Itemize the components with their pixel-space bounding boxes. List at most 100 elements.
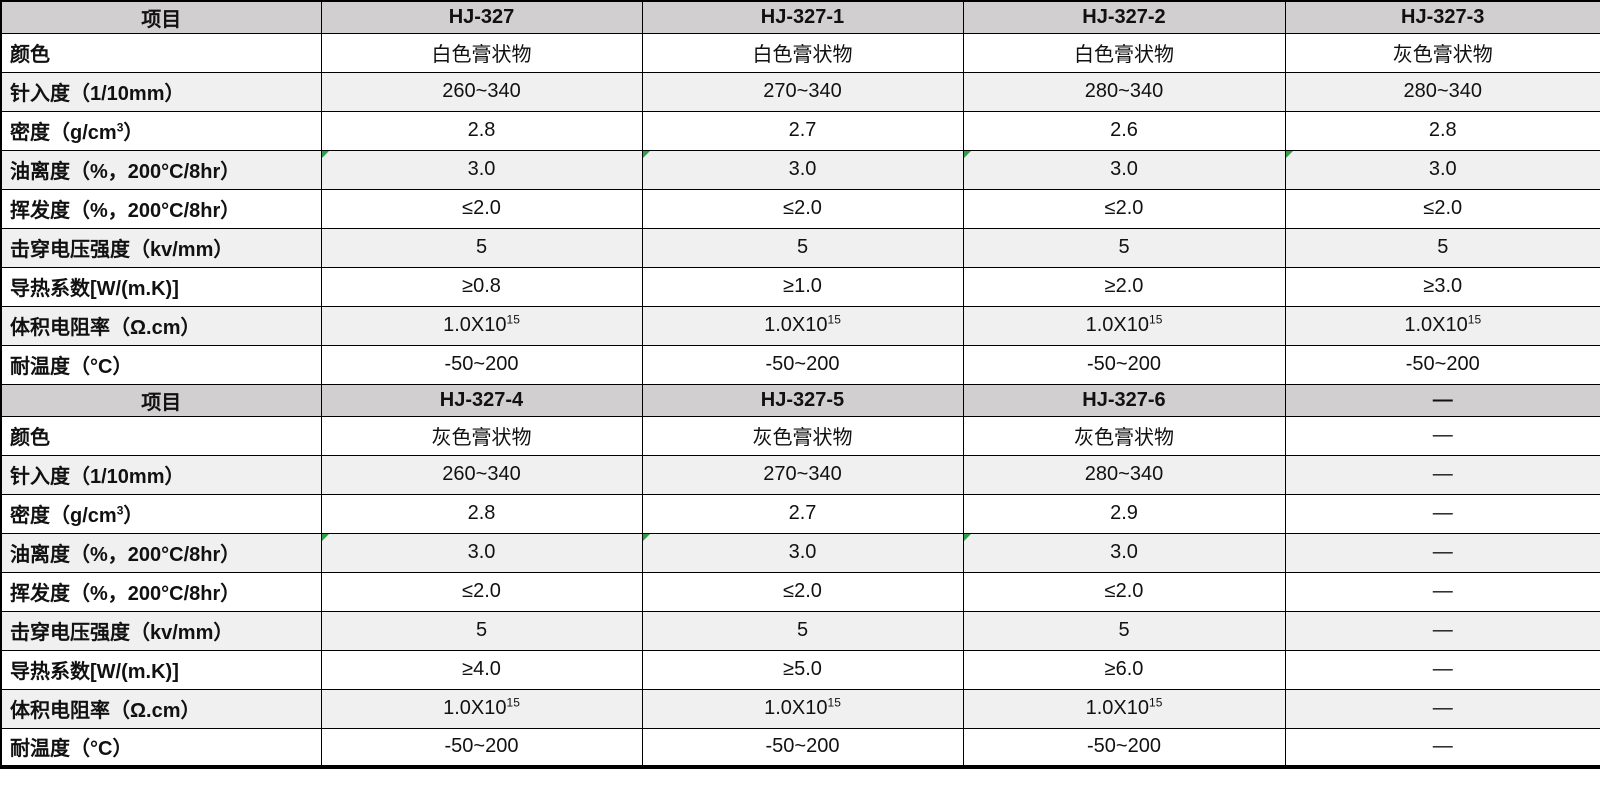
spec-row: 耐温度（°C） -50~200 -50~200 -50~200—: [0, 727, 1600, 768]
value-cell: 280~340: [962, 454, 1286, 495]
column-header: HJ-327-1: [641, 0, 964, 34]
green-triangle-icon: [964, 151, 971, 158]
value-cell: 1.0X1015: [962, 688, 1286, 729]
value-cell: 灰色膏状物: [962, 415, 1286, 456]
row-label: 耐温度（°C）: [0, 727, 322, 768]
green-triangle-icon: [643, 534, 650, 541]
row-label: 颜色: [0, 32, 322, 73]
value-cell: -50~200: [320, 727, 643, 768]
green-triangle-icon: [643, 151, 650, 158]
value-cell: 1.0X1015: [1284, 305, 1600, 346]
row-label: 挥发度（%，200°C/8hr）: [0, 188, 322, 229]
row-label: 击穿电压强度（kv/mm）: [0, 610, 322, 651]
value-cell: 白色膏状物: [320, 32, 643, 73]
value-cell: ≤2.0: [320, 188, 643, 229]
row-label: 针入度（1/10mm）: [0, 71, 322, 112]
value-cell: 灰色膏状物: [1284, 32, 1600, 73]
spec-row: 体积电阻率（Ω.cm） 1.0X1015 1.0X1015 1.0X1015—: [0, 688, 1600, 729]
value-cell: 2.7: [641, 493, 964, 534]
value-cell: -50~200: [641, 727, 964, 768]
value-cell: 白色膏状物: [962, 32, 1286, 73]
value-cell: —: [1284, 571, 1600, 612]
row-label: 油离度（%，200°C/8hr）: [0, 149, 322, 190]
row-label: 密度（g/cm3）: [0, 110, 322, 151]
value-cell: 260~340: [320, 454, 643, 495]
value-cell: 2.8: [320, 110, 643, 151]
value-cell: 5: [320, 227, 643, 268]
value-cell: 2.6: [962, 110, 1286, 151]
value-cell: 270~340: [641, 454, 964, 495]
value-cell: -50~200: [962, 344, 1286, 385]
value-cell: 3.0: [320, 532, 643, 573]
value-cell: ≥0.8: [320, 266, 643, 307]
value-cell: 灰色膏状物: [320, 415, 643, 456]
row-label: 体积电阻率（Ω.cm）: [0, 688, 322, 729]
value-cell: ≤2.0: [320, 571, 643, 612]
value-cell: 280~340: [1284, 71, 1600, 112]
spec-row: 针入度（1/10mm） 260~340 270~340 280~340—: [0, 454, 1600, 495]
spec-row: 油离度（%，200°C/8hr） 3.0 3.0 3.0 3.0: [0, 149, 1600, 190]
value-cell: 3.0: [641, 532, 964, 573]
value-cell: 2.9: [962, 493, 1286, 534]
value-cell: 1.0X1015: [320, 305, 643, 346]
value-cell: 5: [641, 610, 964, 651]
value-cell: 3.0: [641, 149, 964, 190]
value-cell: 1.0X1015: [962, 305, 1286, 346]
spec-row: 导热系数[W/(m.K)] ≥4.0 ≥5.0 ≥6.0—: [0, 649, 1600, 690]
value-cell: ≤2.0: [641, 188, 964, 229]
value-cell: 280~340: [962, 71, 1286, 112]
row-label: 挥发度（%，200°C/8hr）: [0, 571, 322, 612]
value-cell: 5: [962, 227, 1286, 268]
value-cell: 灰色膏状物: [641, 415, 964, 456]
green-triangle-icon: [322, 151, 329, 158]
spec-table-body: 项目 HJ-327 HJ-327-1 HJ-327-2 HJ-327-3 颜色 白色膏状物白…: [0, 0, 1600, 768]
row-label: 击穿电压强度（kv/mm）: [0, 227, 322, 268]
spec-row: 击穿电压强度（kv/mm） 5 5 5—: [0, 610, 1600, 651]
value-cell: 5: [320, 610, 643, 651]
value-cell: 2.7: [641, 110, 964, 151]
value-cell: 1.0X1015: [641, 688, 964, 729]
spec-row: 密度（g/cm3） 2.8 2.7 2.9—: [0, 493, 1600, 534]
column-header: —: [1284, 383, 1600, 417]
column-header: HJ-327: [320, 0, 643, 34]
green-triangle-icon: [964, 534, 971, 541]
column-header: HJ-327-4: [320, 383, 643, 417]
column-header: HJ-327-2: [962, 0, 1286, 34]
product-spec-table: 项目 HJ-327 HJ-327-1 HJ-327-2 HJ-327-3 颜色 白色膏状物白…: [0, 0, 1600, 769]
spec-row: 针入度（1/10mm） 260~340 270~340 280~340 280~340: [0, 71, 1600, 112]
value-cell: 2.8: [320, 493, 643, 534]
row-label: 针入度（1/10mm）: [0, 454, 322, 495]
section-2-header-row: 项目 HJ-327-4 HJ-327-5 HJ-327-6—: [0, 383, 1600, 417]
spec-row: 密度（g/cm3） 2.8 2.7 2.6 2.8: [0, 110, 1600, 151]
value-cell: -50~200: [962, 727, 1286, 768]
value-cell: ≥2.0: [962, 266, 1286, 307]
value-cell: 2.8: [1284, 110, 1600, 151]
spec-row: 颜色 白色膏状物 白色膏状物 白色膏状物 灰色膏状物: [0, 32, 1600, 73]
section-1-header-row: 项目 HJ-327 HJ-327-1 HJ-327-2 HJ-327-3: [0, 0, 1600, 34]
spec-row: 耐温度（°C） -50~200 -50~200 -50~200 -50~200: [0, 344, 1600, 385]
value-cell: 3.0: [962, 149, 1286, 190]
row-label: 油离度（%，200°C/8hr）: [0, 532, 322, 573]
value-cell: —: [1284, 415, 1600, 456]
value-cell: -50~200: [1284, 344, 1600, 385]
spec-row: 挥发度（%，200°C/8hr） ≤2.0 ≤2.0 ≤2.0 ≤2.0: [0, 188, 1600, 229]
value-cell: 260~340: [320, 71, 643, 112]
value-cell: 3.0: [320, 149, 643, 190]
value-cell: —: [1284, 454, 1600, 495]
spec-row: 挥发度（%，200°C/8hr） ≤2.0 ≤2.0 ≤2.0—: [0, 571, 1600, 612]
value-cell: 5: [641, 227, 964, 268]
value-cell: ≥3.0: [1284, 266, 1600, 307]
spec-row: 体积电阻率（Ω.cm） 1.0X1015 1.0X1015 1.0X1015 1.0X1…: [0, 305, 1600, 346]
spec-row: 颜色 灰色膏状物 灰色膏状物 灰色膏状物 —: [0, 415, 1600, 456]
value-cell: 270~340: [641, 71, 964, 112]
value-cell: ≥4.0: [320, 649, 643, 690]
green-triangle-icon: [1286, 151, 1293, 158]
value-cell: —: [1284, 727, 1600, 768]
value-cell: 3.0: [962, 532, 1286, 573]
row-label: 密度（g/cm3）: [0, 493, 322, 534]
value-cell: 3.0: [1284, 149, 1600, 190]
header-item-label: 项目: [0, 383, 322, 417]
green-triangle-icon: [322, 534, 329, 541]
value-cell: ≤2.0: [641, 571, 964, 612]
value-cell: -50~200: [320, 344, 643, 385]
